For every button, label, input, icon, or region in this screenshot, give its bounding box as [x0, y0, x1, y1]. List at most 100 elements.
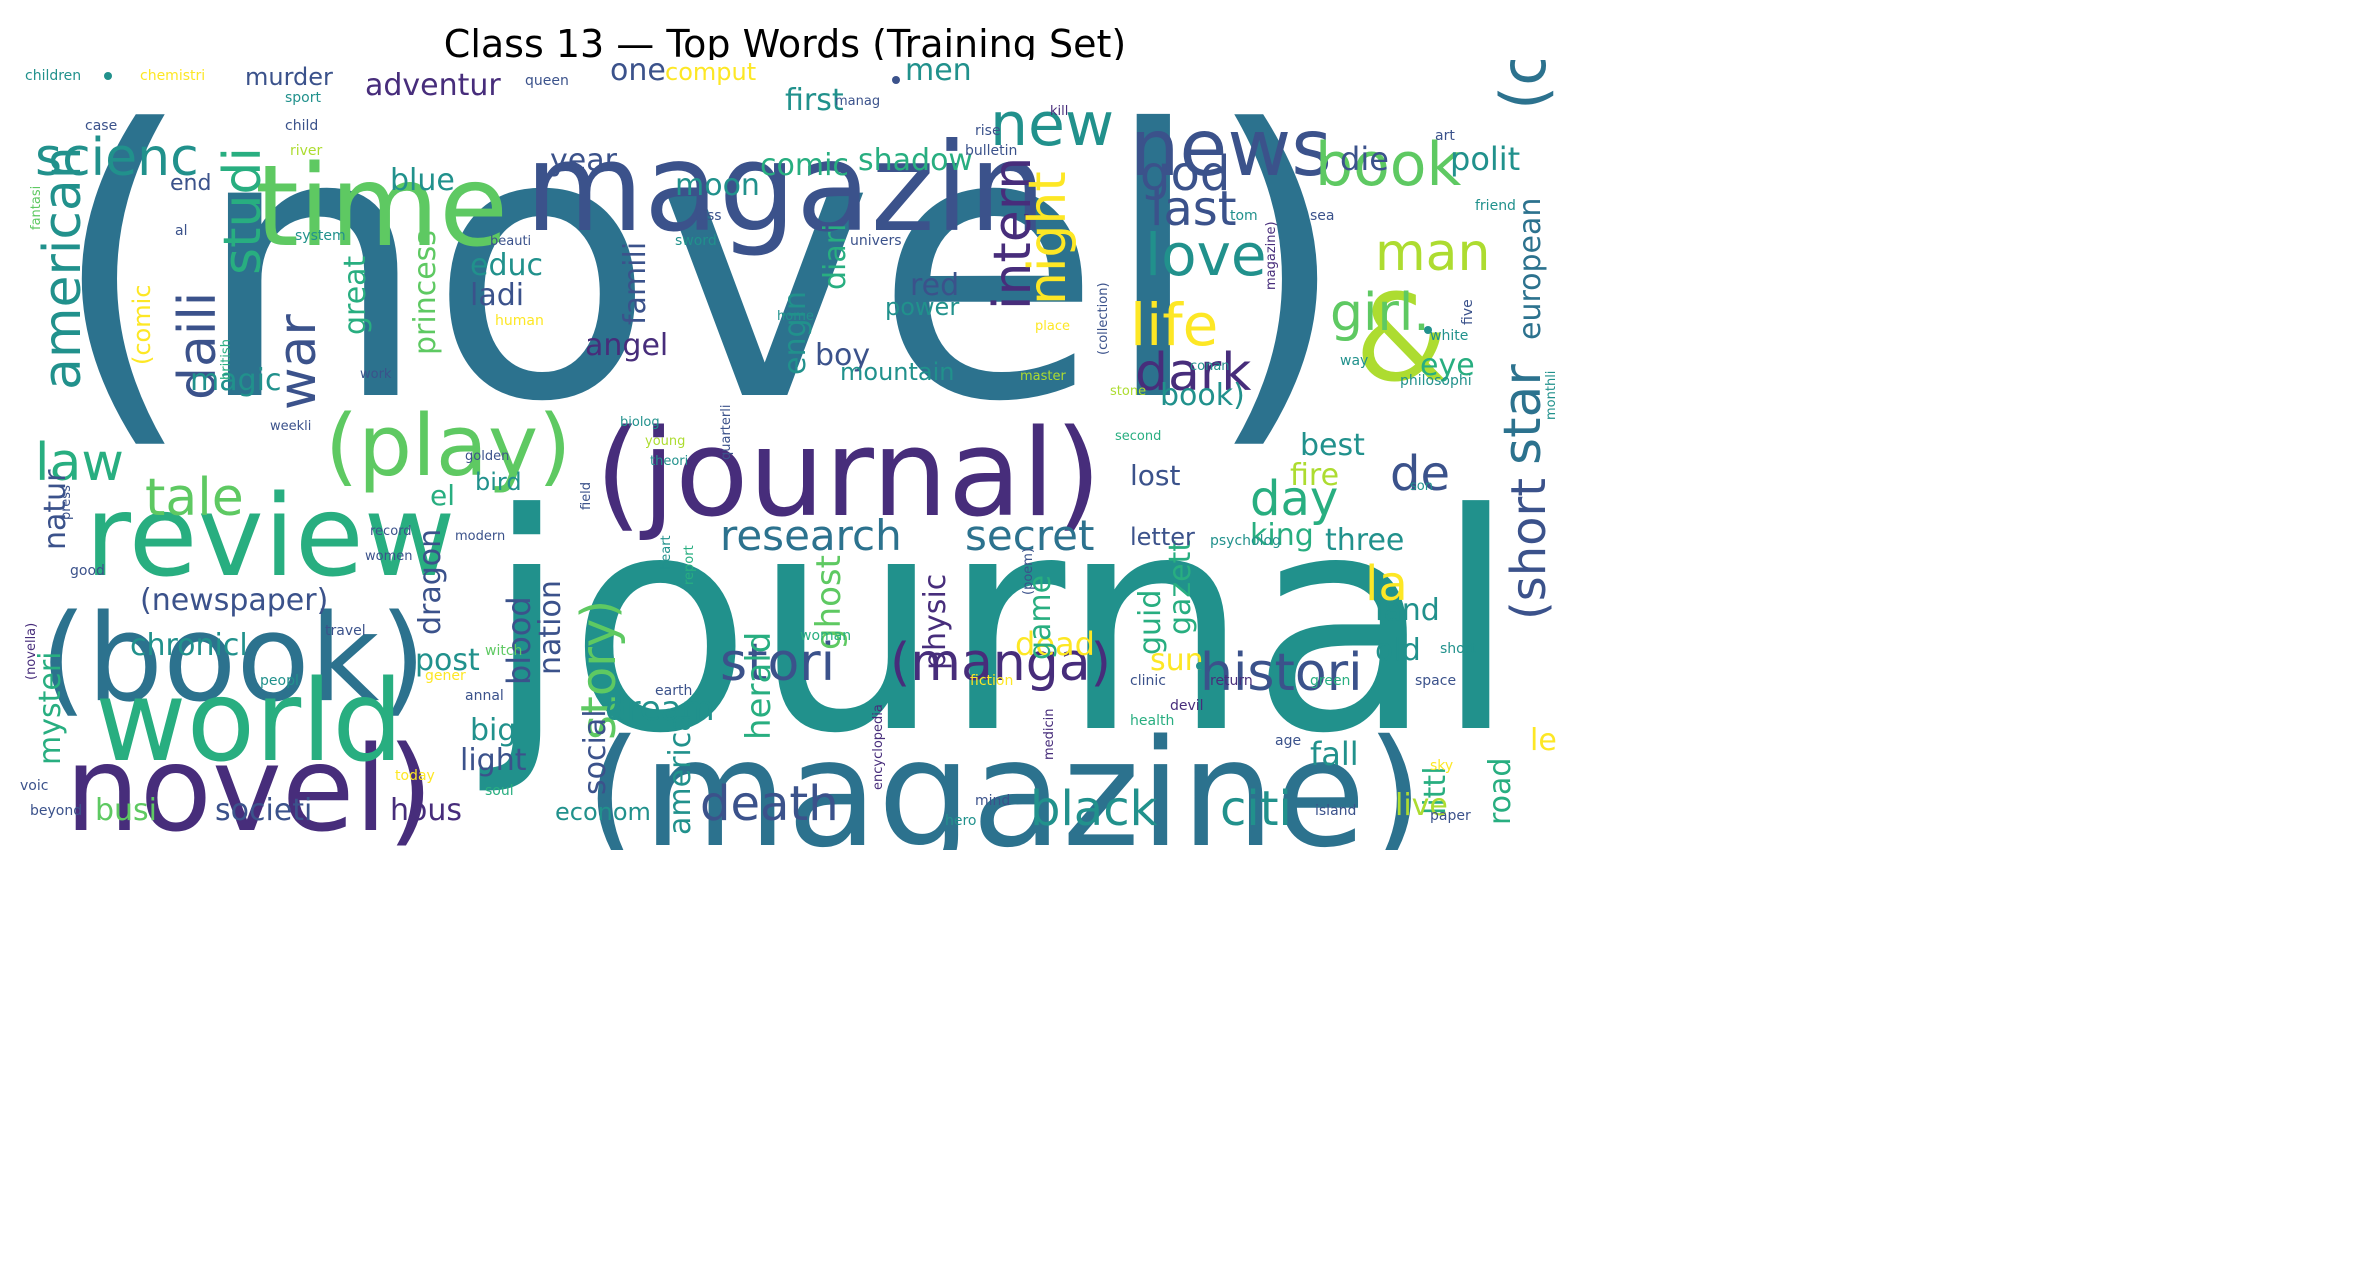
word-life: life [1130, 291, 1218, 359]
word-busi: busi [95, 793, 157, 828]
word-ghost: ghost [809, 555, 849, 650]
word-home: home [777, 309, 814, 324]
word-dark: dark [1135, 343, 1251, 403]
word-man: man [1375, 223, 1490, 283]
word-journal: journal [476, 450, 1518, 799]
word-son: son [1410, 479, 1433, 494]
word-first: first [785, 83, 844, 118]
word-way: way [1340, 353, 1368, 369]
word-fiction: fiction [970, 673, 1013, 689]
word-el: el [430, 479, 455, 512]
word-adventur: adventur [365, 68, 501, 103]
word-peopl: peopl [260, 673, 299, 689]
word-murder: murder [245, 63, 333, 91]
word-report: report [682, 545, 697, 585]
word-soul: soul [485, 783, 514, 799]
word-clinic: clinic [1130, 673, 1166, 689]
word-quarterli: quarterli [719, 405, 734, 460]
word-research: research [720, 511, 902, 560]
word-america: america [663, 713, 698, 835]
word-golden: golden [465, 449, 509, 464]
word-sky: sky [1430, 758, 1453, 774]
word-live: live [1395, 788, 1448, 823]
word-angel: angel [585, 328, 668, 363]
word-year: year [550, 143, 618, 178]
word-theori: theori [650, 454, 688, 469]
word-devil: devil [1170, 698, 1204, 714]
word-human: human [495, 313, 544, 329]
word-al: al [175, 223, 187, 239]
word-chronicl: chronicl [130, 628, 248, 663]
word-conan: conan [1190, 359, 1230, 374]
word-death: death [700, 776, 839, 832]
word-earth: earth [655, 683, 692, 699]
word-lost: lost [1130, 459, 1180, 492]
word-witch: witch [485, 643, 522, 659]
word-white: white [1430, 328, 1468, 344]
word-kiss: kiss [695, 208, 722, 224]
word-daili: daili [168, 292, 228, 400]
word-boy: boy [815, 338, 870, 373]
word-de: de [1390, 446, 1450, 502]
word-book: book) [1160, 378, 1245, 413]
word-young: young [645, 434, 685, 449]
word-societi: societi [215, 793, 312, 828]
word-collection: (collection) [1096, 282, 1111, 355]
word-god: god [1140, 146, 1230, 202]
word-record: record [370, 524, 412, 539]
word-dream: dream [605, 689, 715, 729]
word-univers: univers [850, 233, 902, 249]
word-rise: rise [975, 123, 1001, 139]
word-master: master [1020, 369, 1066, 384]
word-today: today [395, 768, 435, 784]
word-polit: polit [1450, 140, 1520, 178]
word-diari: diari [818, 224, 853, 290]
word-magic: magic [190, 363, 281, 398]
word-moon: moon [675, 168, 760, 203]
word-gazett: gazett [1163, 540, 1198, 635]
word-bird: bird [475, 468, 522, 496]
word-manga: (manga) [890, 633, 1111, 693]
word-die: die [1340, 140, 1389, 178]
word-comic: comic [760, 148, 849, 183]
word-road: road [1483, 758, 1518, 825]
word-gener: gener [425, 668, 466, 684]
word-land: land [1375, 593, 1440, 628]
word-letter: letter [1130, 523, 1195, 551]
word-monthli: monthli [1544, 371, 1559, 420]
word-mysteri: mysteri [33, 652, 68, 766]
word-news: news [1130, 104, 1332, 194]
word-men: men [905, 60, 972, 88]
word-three: three [1325, 523, 1404, 558]
word-power: power [885, 293, 959, 321]
word-end: end [170, 171, 211, 196]
word-river: river [290, 143, 323, 159]
word-king: king [1250, 518, 1314, 553]
word-poem: (poem) [1021, 548, 1036, 595]
word-american: american [33, 146, 93, 390]
word-work: work [360, 367, 392, 382]
word-love: love [1145, 221, 1267, 289]
word-last: last [1150, 181, 1237, 237]
word-light: light [460, 743, 527, 778]
word-philosophi: philosophi [1400, 373, 1472, 389]
word-star: star [1493, 364, 1553, 465]
chart-title: Class 13 — Top Words (Training Set) [443, 22, 1127, 66]
word-chemistri: chemistri [140, 68, 205, 84]
word-social: social [578, 709, 613, 795]
word-magazine: (magazine) [585, 708, 1424, 850]
word-best: best [1300, 428, 1365, 463]
word-novella: (novella) [24, 623, 39, 680]
word-tale: tale [145, 468, 244, 528]
word-intern: intern [983, 157, 1043, 310]
word-space: space [1415, 673, 1456, 689]
word-guid: guid [1133, 590, 1168, 655]
word-beyond: beyond [30, 803, 82, 819]
word-blue: blue [390, 163, 455, 198]
word-woman: woman [800, 628, 851, 644]
word-day: day [1250, 471, 1338, 527]
word-herald: herald [739, 632, 779, 740]
word-book: book [1315, 130, 1462, 200]
word-island: island [1315, 803, 1356, 819]
